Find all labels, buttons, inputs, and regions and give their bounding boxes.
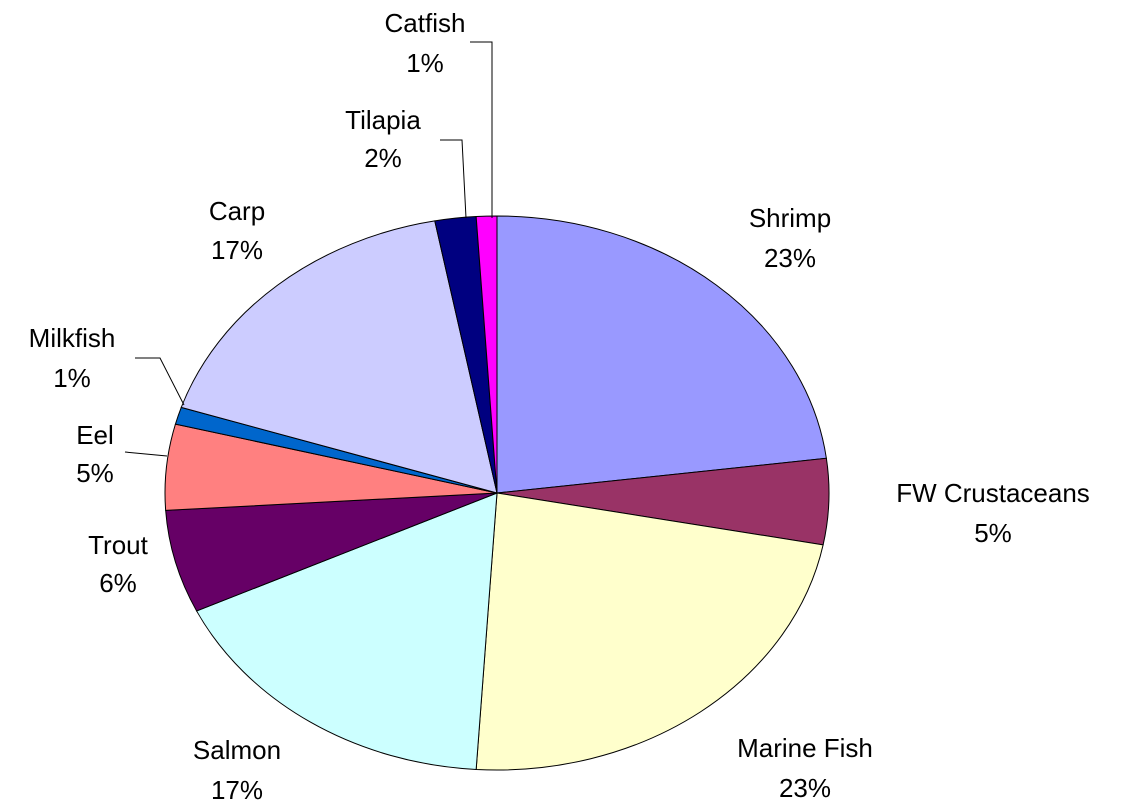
pie-slice <box>475 215 498 494</box>
slice-label: FW Crustaceans <box>896 478 1090 508</box>
leader-line <box>135 357 185 406</box>
slice-value-label: 17% <box>211 775 263 805</box>
slice-label: Eel <box>76 420 114 450</box>
slice-label: Shrimp <box>749 203 831 233</box>
leader-line <box>440 139 467 219</box>
slice-value-label: 23% <box>764 243 816 273</box>
slice-value-label: 6% <box>99 568 137 598</box>
slice-label: Catfish <box>385 8 466 38</box>
slice-label: Trout <box>88 530 148 560</box>
slice-value-label: 23% <box>779 773 831 803</box>
pie-slice <box>195 492 498 770</box>
slice-value-label: 17% <box>211 235 263 265</box>
slice-value-label: 1% <box>53 363 91 393</box>
pie-slice <box>180 220 498 494</box>
slice-label: Tilapia <box>345 105 421 135</box>
slice-label: Milkfish <box>29 323 116 353</box>
slice-label: Marine Fish <box>737 733 873 763</box>
pie-slice <box>165 492 498 612</box>
slice-value-label: 5% <box>974 518 1012 548</box>
slice-label: Salmon <box>193 735 281 765</box>
slice-value-label: 5% <box>76 458 114 488</box>
leader-line <box>124 451 168 457</box>
slice-label: Carp <box>209 196 265 226</box>
slice-value-label: 1% <box>406 48 444 78</box>
pie-slice <box>475 492 824 771</box>
pie-slice <box>496 215 827 494</box>
leader-line <box>470 41 493 218</box>
slice-value-label: 2% <box>364 143 402 173</box>
